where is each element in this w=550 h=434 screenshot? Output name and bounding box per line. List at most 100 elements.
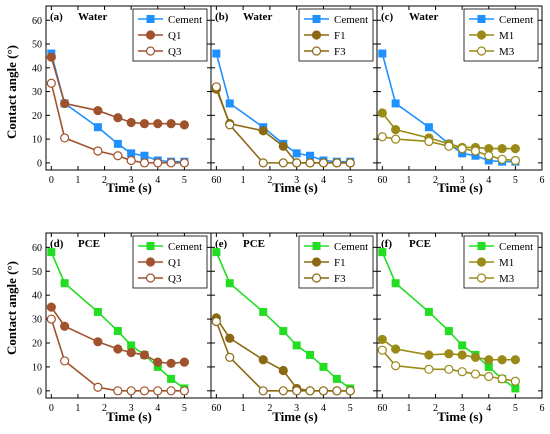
panel-label: (f) (381, 238, 392, 250)
data-point-M3 (484, 371, 494, 382)
data-point-Cement (424, 123, 433, 132)
x-tick-label: 6 (540, 175, 545, 186)
data-point-F3 (332, 386, 342, 396)
x-tick-label: 5 (182, 175, 187, 186)
data-point-M3 (424, 364, 434, 374)
legend-marker-F3 (311, 46, 322, 56)
data-point-Cement (306, 151, 315, 160)
data-point-Q1 (179, 120, 189, 130)
data-point-Q3 (126, 155, 136, 166)
x-tick-label: 3 (460, 403, 465, 414)
x-tick-label: 3 (294, 403, 299, 414)
data-point-M3 (510, 376, 520, 386)
data-point-F3 (258, 158, 268, 168)
data-point-F1 (278, 141, 288, 151)
legend-marker-Q3 (145, 46, 156, 56)
x-tick-label: 1 (406, 403, 411, 414)
x-axis-label-top-right: Time (s) (437, 180, 483, 195)
data-point-Q1 (113, 113, 123, 123)
y-tick-label: 60 (32, 243, 42, 254)
x-tick-label: 1 (75, 175, 80, 186)
panel-4: 60 1 2 3 4 5 (e) PCE Cement F1 F3 (210, 232, 378, 414)
x-tick-label: 2 (267, 175, 272, 186)
legend-label-Cement: Cement (334, 241, 368, 253)
data-point-F3 (332, 158, 342, 168)
data-point-M1 (377, 108, 387, 118)
data-point-M3 (377, 132, 387, 142)
legend-marker-Cement (312, 15, 321, 23)
x-tick-label: 2 (102, 175, 107, 186)
data-point-Cement (127, 149, 136, 158)
data-point-Q3 (93, 146, 103, 156)
data-point-Cement (511, 384, 520, 393)
x-tick-label: 4 (155, 175, 160, 186)
panel-title: Water (409, 11, 438, 23)
panel-title: PCE (78, 238, 100, 250)
data-point-F3 (345, 386, 355, 396)
data-point-Q1 (93, 337, 103, 347)
legend-label-Q1: Q1 (168, 30, 181, 42)
y-tick-label: 10 (32, 362, 42, 373)
y-tick-label: 20 (32, 339, 42, 350)
x-tick-label: 5 (182, 403, 187, 414)
x-axis-label-bottom-right: Time (s) (437, 409, 483, 424)
legend-label-F1: F1 (334, 30, 346, 42)
data-point-Q1 (126, 347, 136, 358)
data-point-Q3 (113, 151, 123, 161)
legend-marker-Q1 (145, 30, 156, 40)
x-tick-label: 3 (460, 175, 465, 186)
y-axis-label-bottom: Contact angle (°) (4, 261, 19, 355)
data-point-M3 (470, 369, 481, 379)
y-tick-label: 30 (32, 87, 42, 98)
data-point-M3 (457, 367, 467, 377)
data-point-Q3 (153, 386, 163, 396)
panel-title: PCE (409, 238, 431, 250)
x-tick-label: 1 (241, 403, 246, 414)
data-point-Cement (93, 307, 102, 316)
data-point-Q1 (60, 98, 70, 109)
data-point-F3 (318, 158, 329, 168)
legend-label-Q3: Q3 (168, 273, 182, 285)
panel-title: PCE (243, 238, 265, 250)
y-tick-label: 0 (37, 386, 42, 397)
data-point-Cement (424, 307, 433, 316)
data-point-F3 (225, 352, 235, 362)
x-axis-label-bottom-middle: Time (s) (272, 409, 318, 424)
data-point-Q1 (153, 119, 163, 129)
data-point-Q3 (179, 386, 189, 396)
x-tick-label: 3 (129, 403, 134, 414)
x-tick-label: 4 (155, 403, 160, 414)
legend-label-Cement: Cement (168, 241, 202, 253)
data-point-M3 (444, 364, 454, 374)
x-axis-label-top-left: Time (s) (106, 180, 152, 195)
data-point-F3 (258, 386, 268, 396)
data-point-Cement (391, 99, 400, 108)
data-point-Cement (484, 362, 493, 371)
data-point-Cement (444, 327, 453, 336)
data-point-F1 (258, 355, 268, 365)
data-point-Cement (319, 362, 328, 371)
legend-label-M3: M3 (499, 46, 515, 58)
plot-frame (376, 232, 543, 399)
data-point-Cement (279, 327, 288, 336)
data-point-Cement (60, 279, 69, 288)
data-point-Cement (113, 139, 122, 148)
legend-label-Cement: Cement (499, 241, 533, 253)
y-tick-label: 40 (32, 63, 42, 74)
data-point-M3 (470, 146, 481, 156)
x-tick-label: 5 (513, 175, 518, 186)
data-point-M3 (484, 151, 494, 161)
data-point-Q3 (113, 386, 123, 396)
data-point-F3 (318, 386, 329, 396)
legend-marker-F3 (311, 273, 322, 283)
x-tick-label: 5 (348, 175, 353, 186)
data-point-M3 (377, 345, 387, 355)
data-point-Q1 (113, 344, 123, 354)
y-tick-label: 60 (32, 16, 42, 27)
x-tick-label: 60 (377, 175, 387, 186)
legend-marker-Cement (477, 242, 486, 250)
data-point-M1 (497, 355, 507, 365)
legend-marker-Q1 (145, 257, 156, 267)
panel-1: 60 1 2 3 4 5 (b) Water Cement F1 F3 (210, 5, 378, 186)
